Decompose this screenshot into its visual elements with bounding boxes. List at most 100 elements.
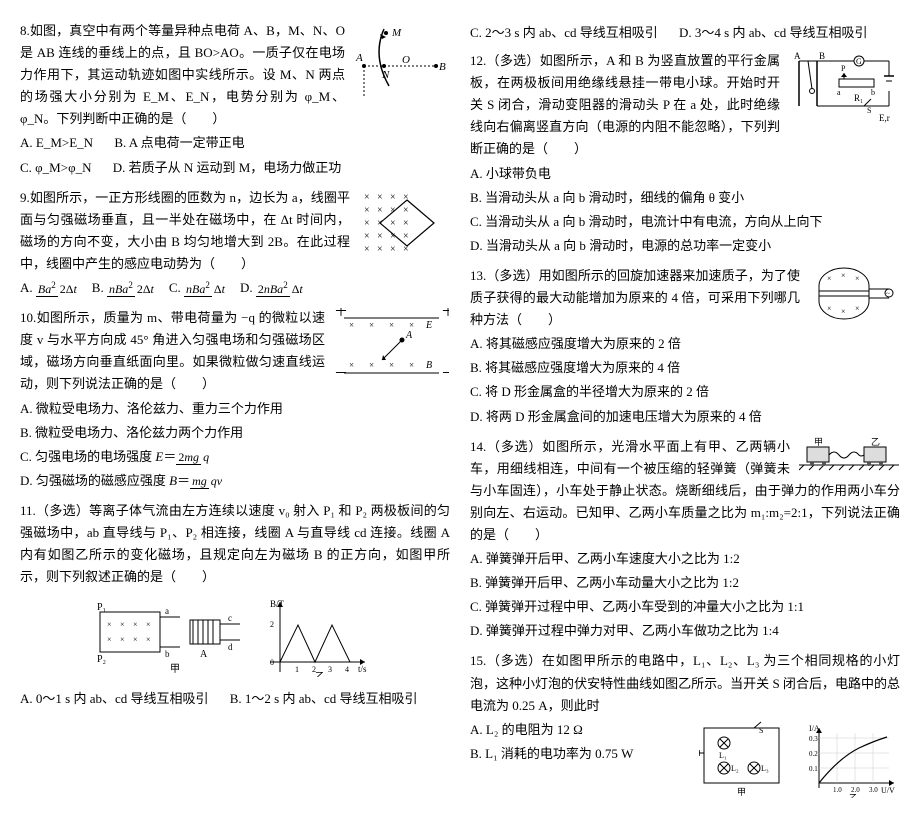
question-13: ××× ××× ~ 13.（多选）用如图所示的回旋加速器来加速质子，为了使质子获… [470,265,900,430]
svg-text:t/s: t/s [358,664,367,674]
svg-text:乙: 乙 [871,437,880,447]
svg-text:b: b [165,649,170,659]
svg-text:×: × [390,244,396,255]
svg-text:×: × [841,271,846,280]
svg-text:B: B [439,61,446,73]
q12-figure: AB Pab R₁ E,r G S [788,50,900,132]
q10-optB: B. 微粒受电场力、洛伦兹力两个力作用 [20,425,243,440]
q12-optD: D. 当滑动头从 a 向 b 滑动时，电源的总功率一定变小 [470,238,771,253]
q13-optA: A. 将其磁感应强度增大为原来的 2 倍 [470,336,681,351]
svg-text:×: × [389,320,394,330]
svg-text:R₁: R₁ [854,93,863,103]
q8-figure: M A N O B [353,20,450,102]
svg-text:×: × [133,620,138,629]
question-15: 15.（多选）在如图甲所示的电路中，L₁、L₂、L₃ 为三个相同规格的小灯泡，这… [470,650,900,802]
svg-text:×: × [409,360,414,370]
svg-text:×: × [369,360,374,370]
svg-text:P₂: P₂ [97,654,106,665]
svg-text:×: × [364,231,370,242]
svg-text:×: × [855,274,860,283]
q11-optC: C. 2～3 s 内 ab、cd 导线互相吸引 [470,22,658,44]
question-10: ×××× ×××× E B A ＋＋ －－ 10.如图所示，质量为 m、带电荷量… [20,307,450,494]
question-9: ×××× ×××× ×××× ×××× ×××× 9.如图所示，一正方形线圈的匝… [20,187,450,301]
q13-optC: C. 将 D 形金属盒的半径增大为原来的 2 倍 [470,384,709,399]
q11-figure: P₁P₂ ×××× ×××× ab A cd 甲 B/Tt/s 20 1234 … [20,592,450,684]
q12-optB: B. 当滑动头从 a 向 b 滑动时，细线的偏角 θ 变小 [470,190,744,205]
svg-text:×: × [107,620,112,629]
svg-text:P: P [841,64,846,73]
svg-text:甲: 甲 [737,787,746,797]
svg-text:I/A: I/A [809,724,820,733]
q10-figure: ×××× ×××× E B A ＋＋ －－ [333,307,450,384]
svg-text:B: B [819,51,825,61]
q8-optA: A. E_M>E_N [20,132,93,154]
svg-text:×: × [403,205,409,216]
q10-optD: D. 匀强磁场的磁感应强度 B＝mgqv [20,470,450,492]
svg-text:S: S [759,726,763,735]
svg-text:×: × [377,231,383,242]
q14-figure: 甲乙 [798,436,900,473]
svg-text:A: A [200,649,208,660]
svg-text:A: A [405,330,413,341]
svg-text:A: A [794,51,801,61]
svg-text:－: － [441,367,449,382]
svg-text:U/V: U/V [881,786,895,795]
q15-optA: A. L₂ 的电阻为 12 Ω [470,722,583,737]
svg-text:B/T: B/T [270,599,285,609]
q13-figure: ××× ××× ~ [808,265,900,337]
question-11: 11.（多选）等离子体气流由左方连续以速度 v₀ 射入 P₁ 和 P₂ 两极板间… [20,500,450,713]
svg-text:×: × [827,304,832,313]
q14-optC: C. 弹簧弹开过程中甲、乙两小车受到的冲量大小之比为 1:1 [470,599,804,614]
svg-text:×: × [409,320,414,330]
svg-text:0.3: 0.3 [809,735,818,743]
q10-optA: A. 微粒受电场力、洛伦兹力、重力三个力作用 [20,401,283,416]
svg-text:×: × [120,620,125,629]
q14-optA: A. 弹簧弹开后甲、乙两小车速度大小之比为 1:2 [470,551,740,566]
q13-optB: B. 将其磁感应强度增大为原来的 4 倍 [470,360,680,375]
svg-text:~: ~ [886,290,890,298]
svg-text:c: c [228,613,232,623]
svg-text:＋: ＋ [441,308,449,320]
svg-text:×: × [390,218,396,229]
svg-text:0.1: 0.1 [809,765,818,773]
q15-figure: L₁ L₂ L₃ S E 甲 I/AU/V 0.30.20.1 1.02.03.… [698,717,900,799]
q13-optD: D. 将两 D 形金属盒间的加速电压增大为原来的 4 倍 [470,409,762,424]
q11-text: 11.（多选）等离子体气流由左方连续以速度 v₀ 射入 P₁ 和 P₂ 两极板间… [20,500,450,588]
q8-optD: D. 若质子从 N 运动到 M，电场力做正功 [113,157,342,179]
svg-text:×: × [146,620,151,629]
svg-text:×: × [390,192,396,203]
svg-text:E,r: E,r [879,113,890,123]
svg-text:×: × [855,304,860,313]
svg-text:L₃: L₃ [761,764,769,773]
svg-text:－: － [334,367,348,382]
question-12: AB Pab R₁ E,r G S 12.（多选）如图所示，A 和 B 为竖直放… [470,50,900,259]
q11-optA: A. 0～1 s 内 ab、cd 导线互相吸引 [20,688,209,710]
svg-text:×: × [349,360,354,370]
svg-text:L₂: L₂ [731,764,739,773]
q15-optB: B. L₁ 消耗的电功率为 0.75 W [470,746,633,761]
q10-optC: C. 匀强电场的电场强度 E＝2mgq [20,446,450,468]
svg-text:d: d [228,642,233,652]
q15-text: 15.（多选）在如图甲所示的电路中，L₁、L₂、L₃ 为三个相同规格的小灯泡，这… [470,650,900,716]
svg-text:a: a [165,606,169,616]
q12-optA: A. 小球带负电 [470,166,551,181]
svg-text:×: × [403,231,409,242]
svg-text:×: × [377,205,383,216]
svg-text:B: B [426,360,432,371]
svg-text:×: × [364,205,370,216]
svg-text:P₁: P₁ [97,602,106,613]
question-14: 甲乙 14.（多选）如图所示，光滑水平面上有甲、乙两辆小车，用细线相连，中间有一… [470,436,900,645]
svg-text:a: a [837,88,841,97]
svg-text:N: N [381,69,390,81]
svg-text:×: × [120,635,125,644]
q8-optB: B. A 点电荷一定带正电 [114,132,244,154]
svg-text:1: 1 [295,665,299,674]
q11-optB: B. 1～2 s 内 ab、cd 导线互相吸引 [230,688,418,710]
svg-text:甲: 甲 [170,664,180,675]
q12-optC: C. 当滑动头从 a 向 b 滑动时，电流计中有电流，方向从上向下 [470,214,822,229]
svg-text:L₁: L₁ [719,751,727,760]
q9-figure: ×××× ×××× ×××× ×××× ×××× [358,187,450,259]
svg-text:×: × [827,274,832,283]
svg-text:＋: ＋ [334,308,348,320]
svg-text:×: × [403,218,409,229]
